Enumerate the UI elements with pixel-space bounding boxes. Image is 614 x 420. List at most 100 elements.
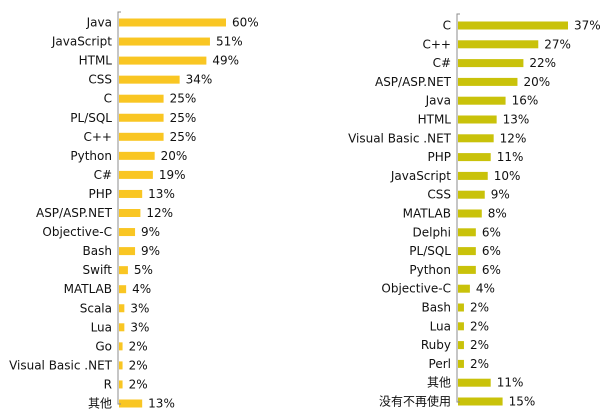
left-value-label: 34% [186,73,213,87]
right-category-label: Bash [422,301,451,315]
left-value-label: 25% [170,111,197,125]
right-category-label: C [443,19,451,33]
right-bar [458,40,539,49]
left-bar [119,18,226,27]
right-value-label: 11% [497,376,524,390]
left-category-label: C [104,92,112,106]
right-value-label: 2% [470,338,489,352]
left-value-label: 60% [232,16,259,30]
left-bar [119,132,164,141]
right-category-label: Python [409,263,451,277]
right-category-label: ASP/ASP.NET [375,75,452,89]
left-category-label: Objective-C [42,225,112,239]
right-bar [458,115,497,124]
left-bar [119,266,128,275]
right-category-label: PL/SQL [409,244,451,258]
right-bar [458,21,568,30]
right-value-label: 2% [470,357,489,371]
right-bar [458,96,506,105]
right-value-label: 12% [500,131,527,145]
left-bar [119,323,125,332]
left-category-label: Go [95,339,112,353]
left-bar [119,399,143,408]
left-category-label: JavaScript [51,35,112,49]
left-bar [119,361,123,370]
left-category-label: PHP [89,187,113,201]
right-bar [458,284,470,293]
right-bar [458,397,503,406]
right-bar [458,190,485,199]
left-value-label: 3% [130,320,149,334]
right-bar [458,59,524,68]
right-value-label: 37% [574,19,601,33]
left-category-label: PL/SQL [70,111,112,125]
left-bar [119,209,141,217]
left-value-label: 4% [132,282,151,296]
right-category-label: C++ [423,37,452,51]
left-value-label: 3% [130,301,149,315]
right-category-label: JavaScript [390,169,451,183]
right-value-label: 2% [470,319,489,333]
left-category-label: HTML [79,54,113,68]
left-bar [119,113,164,122]
left-bar [119,56,207,65]
left-value-label: 25% [170,92,197,106]
right-value-label: 2% [470,301,489,315]
right-value-label: 20% [523,75,550,89]
left-category-label: C# [94,168,112,182]
right-value-label: 4% [476,282,495,296]
left-bar-chart: Java 60% JavaScript 51% HTML 49% CSS 34% C 25% PL/… [9,11,259,411]
left-bar [119,285,127,294]
left-value-label: 13% [148,397,175,411]
left-value-label: 20% [161,149,188,163]
right-value-label: 8% [488,207,507,221]
left-bar [119,37,210,46]
left-category-label: Lua [91,320,112,334]
left-category-label: MATLAB [64,282,112,296]
right-category-label: 其他 [427,376,451,390]
right-value-label: 15% [509,395,536,409]
left-category-label: Scala [80,301,112,315]
left-category-label: CSS [88,73,112,87]
right-value-label: 6% [482,263,501,277]
left-category-axis [117,11,121,405]
right-bar [458,265,476,274]
left-value-label: 49% [212,54,239,68]
left-category-label: Visual Basic .NET [9,358,113,372]
left-category-label: Swift [83,263,113,277]
left-category-label: 其他 [88,397,112,411]
left-bar [119,304,125,313]
right-category-label: HTML [418,113,452,127]
left-value-label: 9% [141,244,160,258]
left-value-label: 2% [129,377,148,391]
right-bar [458,322,464,331]
left-category-label: Java [86,16,112,30]
right-category-label: 没有不再使用 [379,394,451,409]
left-value-label: 25% [170,130,197,144]
right-value-label: 13% [503,113,530,127]
right-value-label: 6% [482,244,501,258]
left-value-label: 12% [146,206,173,220]
right-value-label: 6% [482,225,501,239]
right-value-label: 22% [529,56,556,70]
right-category-label: MATLAB [403,207,451,221]
left-bar [119,342,123,351]
right-category-label: Visual Basic .NET [348,131,452,145]
right-bar [458,134,494,143]
left-bar [119,151,155,160]
right-category-label: Java [425,94,451,108]
right-category-label: Objective-C [381,282,451,296]
left-category-label: ASP/ASP.NET [36,206,113,220]
right-value-label: 27% [544,37,571,51]
right-bar [458,341,464,350]
left-category-label: Bash [83,244,112,258]
right-bar [458,359,464,368]
right-value-label: 16% [512,94,539,108]
left-value-label: 2% [129,339,148,353]
right-category-label: Delphi [412,225,451,239]
left-category-label: Python [70,149,112,163]
right-bar [458,77,518,86]
left-bar [119,170,153,179]
left-bar [119,247,136,256]
